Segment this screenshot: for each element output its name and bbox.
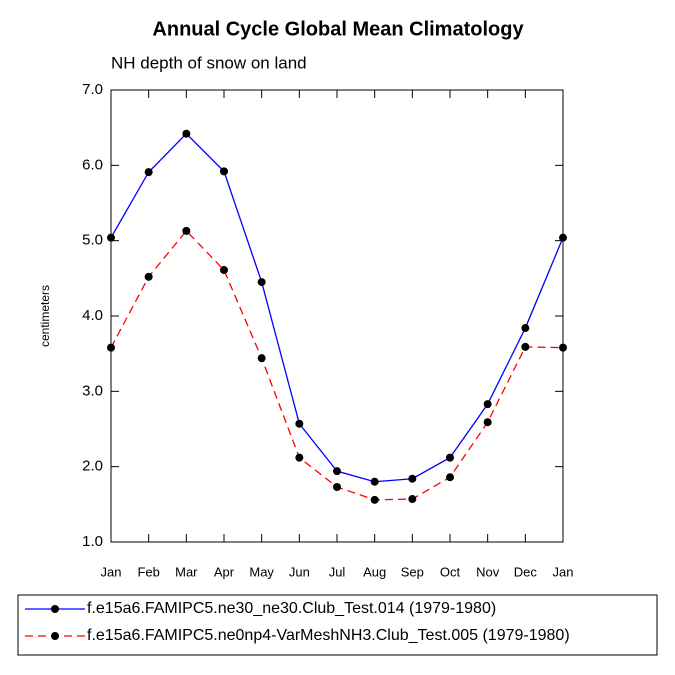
- data-point: [257, 354, 266, 363]
- y-tick-label: 2.0: [82, 458, 103, 475]
- data-point: [333, 467, 341, 476]
- data-point: [559, 233, 567, 242]
- x-tick-label: Sep: [401, 564, 424, 579]
- x-tick-label: Jun: [289, 564, 310, 579]
- data-point: [559, 343, 567, 352]
- data-point: [107, 343, 115, 352]
- series-line: [110, 132, 564, 483]
- data-point: [144, 272, 153, 281]
- data-point: [446, 473, 454, 482]
- data-point: [295, 419, 304, 428]
- data-point: [408, 474, 417, 483]
- data-point: [257, 278, 266, 287]
- data-point: [220, 167, 228, 176]
- y-axis-label: centimeters: [38, 285, 52, 347]
- y-tick-label: 3.0: [82, 382, 103, 399]
- chart-subtitle: NH depth of snow on land: [111, 53, 307, 72]
- data-point: [220, 266, 228, 275]
- data-point: [370, 495, 379, 504]
- x-tick-label: Jul: [329, 564, 346, 579]
- data-point: [521, 324, 530, 333]
- x-tick-label: Jan: [553, 564, 574, 579]
- data-point: [107, 233, 115, 242]
- data-point: [182, 129, 191, 138]
- y-tick-label: 1.0: [82, 533, 103, 550]
- x-tick-label: Apr: [214, 564, 235, 579]
- x-tick-label: Oct: [440, 564, 461, 579]
- x-tick-label: Jan: [101, 564, 122, 579]
- data-point: [483, 418, 492, 427]
- data-point: [446, 453, 454, 462]
- legend-marker: [51, 605, 59, 613]
- x-tick-label: Nov: [476, 564, 500, 579]
- x-tick-label: Dec: [514, 564, 538, 579]
- y-tick-label: 7.0: [82, 81, 103, 98]
- data-point: [408, 495, 417, 504]
- y-tick-label: 4.0: [82, 307, 103, 324]
- legend-box: [17, 594, 658, 656]
- data-point: [144, 168, 153, 177]
- x-tick-label: May: [249, 564, 274, 579]
- data-point: [521, 342, 530, 351]
- data-point: [333, 483, 341, 492]
- data-point: [483, 400, 492, 409]
- y-tick-label: 5.0: [82, 232, 103, 249]
- chart-title: Annual Cycle Global Mean Climatology: [152, 18, 524, 40]
- x-tick-label: Mar: [175, 564, 198, 579]
- legend-label: f.e15a6.FAMIPC5.ne0np4-VarMeshNH3.Club_T…: [87, 627, 570, 644]
- x-tick-label: Aug: [363, 564, 386, 579]
- data-point: [370, 477, 379, 486]
- data-point: [295, 453, 304, 462]
- y-tick-label: 6.0: [82, 156, 103, 173]
- legend-marker: [51, 632, 59, 640]
- x-tick-label: Feb: [137, 564, 159, 579]
- legend-label: f.e15a6.FAMIPC5.ne30_ne30.Club_Test.014 …: [87, 600, 496, 617]
- data-point: [182, 226, 191, 235]
- series-line: [110, 229, 564, 501]
